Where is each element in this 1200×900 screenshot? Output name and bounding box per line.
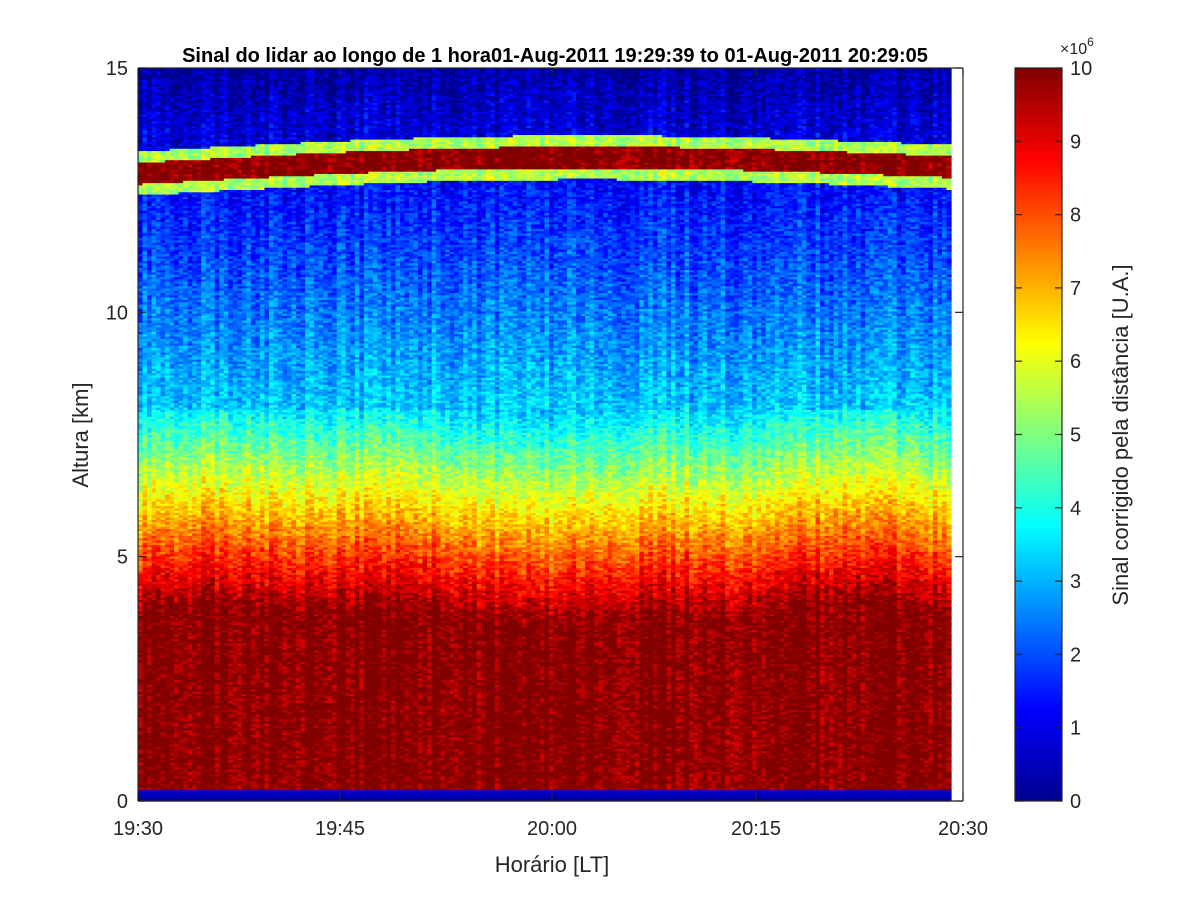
- chart-title: Sinal do lidar ao longo de 1 hora01-Aug-…: [182, 45, 928, 67]
- lidar-heatmap: [138, 68, 952, 802]
